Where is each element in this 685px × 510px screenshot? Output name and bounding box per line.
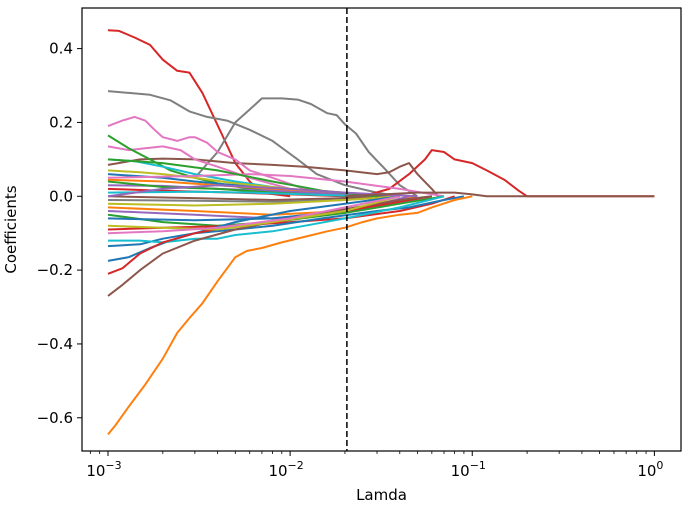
y-tick-label: −0.4 — [37, 335, 73, 353]
coefficient-series-line-26 — [107, 195, 465, 248]
coefficient-series-line-28 — [108, 195, 445, 244]
y-tick-label: −0.2 — [37, 261, 73, 279]
coefficient-series-line-33 — [107, 195, 400, 235]
coefficient-series-line-1 — [107, 29, 291, 198]
y-tick-label: 0.4 — [49, 40, 73, 58]
coefficient-series-line-35 — [107, 184, 418, 198]
coefficient-series-line-31 — [107, 195, 473, 436]
coefficient-series-line-7 — [107, 145, 346, 198]
y-axis-label: Coefficients — [2, 185, 20, 273]
coefficient-series-line-20 — [107, 195, 400, 207]
coefficient-series-line-14 — [107, 173, 445, 198]
coefficient-series-line-4 — [362, 149, 655, 198]
coefficient-series-line-3 — [194, 97, 418, 198]
coefficient-series-line-36 — [344, 191, 655, 198]
series-layer — [107, 29, 655, 436]
coefficient-series-line-17 — [107, 190, 363, 198]
y-tick-label: 0.0 — [49, 187, 73, 205]
coefficient-series-line-32 — [107, 195, 401, 231]
plot-frame — [81, 7, 682, 452]
coefficient-series-line-2 — [107, 90, 400, 198]
x-axis-label: Lamda — [356, 486, 407, 504]
coefficient-series-line-5 — [107, 157, 439, 197]
y-tick-label: −0.6 — [37, 409, 73, 427]
y-axis: 0.4 0.2 0.0 −0.2 −0.4 −0.6 — [37, 40, 82, 427]
y-tick-label: 0.2 — [49, 113, 73, 131]
coefficient-series-line-18 — [107, 195, 400, 201]
